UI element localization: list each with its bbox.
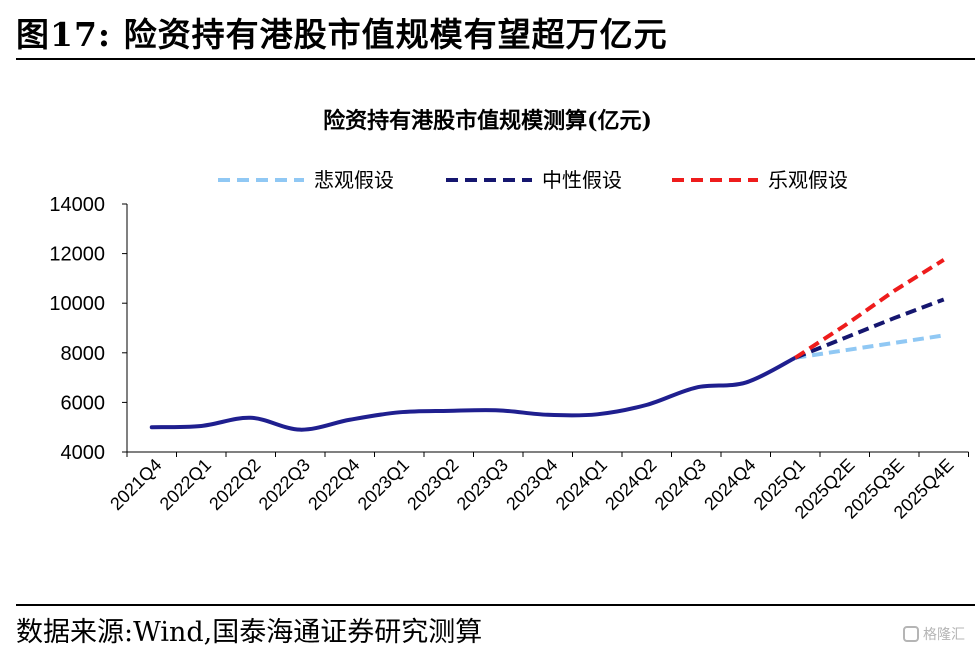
- x-tick-label-2022Q1: 2022Q1: [156, 455, 215, 514]
- y-tick-label-6000: 6000: [61, 392, 106, 414]
- series-悲观假设-line: [794, 333, 945, 360]
- chart-title: 险资持有港股市值规模测算(亿元): [323, 108, 652, 134]
- y-tick-label-14000: 14000: [49, 194, 105, 216]
- y-tick-label-12000: 12000: [49, 244, 105, 266]
- legend-label-中性假设: 中性假设: [542, 168, 622, 192]
- watermark: 格隆汇: [903, 624, 965, 644]
- figure-title: 图17: 险资持有港股市值规模有望超万亿元: [16, 15, 668, 54]
- legend-label-悲观假设: 悲观假设: [314, 168, 394, 192]
- top-rule: [16, 58, 975, 60]
- bottom-rule: [16, 604, 975, 606]
- x-tick-label-2024Q2: 2024Q2: [601, 455, 660, 514]
- x-tick-label-2023Q2: 2023Q2: [403, 455, 462, 514]
- x-tick-label-2023Q3: 2023Q3: [453, 455, 512, 514]
- x-tick-label-2024Q4: 2024Q4: [700, 455, 759, 514]
- x-tick-label-2022Q2: 2022Q2: [205, 455, 264, 514]
- y-tick-label-4000: 4000: [61, 442, 106, 464]
- series-historical-line: [149, 355, 798, 432]
- x-tick-label-2023Q1: 2023Q1: [354, 455, 413, 514]
- watermark-text: 格隆汇: [923, 627, 965, 643]
- source-note: 数据来源:Wind,国泰海通证券研究测算: [16, 617, 483, 648]
- watermark-logo-icon: [903, 626, 919, 642]
- x-tick-label-2021Q4: 2021Q4: [106, 455, 165, 514]
- y-tick-label-10000: 10000: [49, 293, 105, 315]
- series-乐观假设-line: [794, 258, 945, 360]
- legend-label-乐观假设: 乐观假设: [768, 168, 848, 192]
- x-tick-label-2023Q4: 2023Q4: [502, 455, 561, 514]
- line-chart: 4000600080001000012000140002021Q42022Q12…: [49, 168, 969, 523]
- x-tick-label-2024Q1: 2024Q1: [552, 455, 611, 514]
- y-tick-label-8000: 8000: [61, 343, 106, 365]
- x-tick-label-2024Q3: 2024Q3: [651, 455, 710, 514]
- series-中性假设-line: [794, 297, 945, 360]
- x-tick-label-2022Q3: 2022Q3: [255, 455, 314, 514]
- x-tick-label-2022Q4: 2022Q4: [304, 455, 363, 514]
